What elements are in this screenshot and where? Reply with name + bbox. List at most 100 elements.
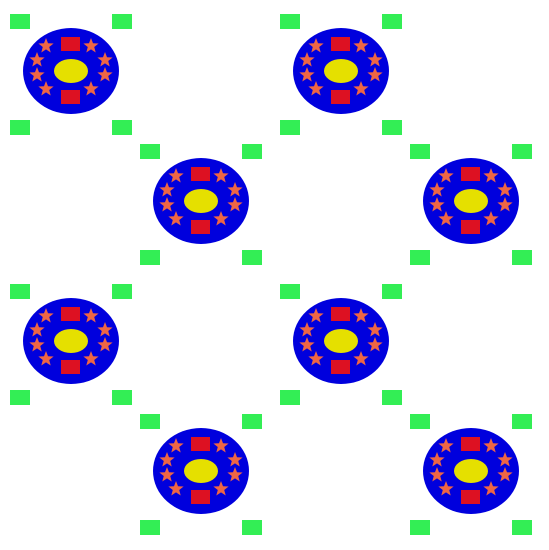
yellow-oval (324, 329, 358, 353)
motif (410, 144, 532, 265)
star-icon (367, 67, 383, 82)
red-square-top (191, 167, 210, 181)
corner-tile (140, 520, 160, 535)
star-icon (367, 337, 383, 352)
corner-tile (242, 520, 262, 535)
yellow-oval (184, 189, 218, 213)
motif (140, 414, 262, 535)
star-icon (227, 452, 243, 467)
red-square-bottom (61, 360, 80, 374)
corner-tile (112, 390, 132, 405)
star-icon (97, 322, 113, 337)
star-icon (168, 211, 184, 226)
star-icon (353, 38, 369, 53)
yellow-oval (324, 59, 358, 83)
corner-tile (112, 120, 132, 135)
star-icon (299, 67, 315, 82)
star-icon (168, 168, 184, 183)
corner-tile (10, 120, 30, 135)
corner-tile (242, 250, 262, 265)
star-icon (483, 168, 499, 183)
star-icon (438, 211, 454, 226)
corner-tile (410, 144, 430, 159)
red-square-top (61, 307, 80, 321)
red-square-bottom (331, 90, 350, 104)
star-icon (429, 467, 445, 482)
star-icon (159, 467, 175, 482)
star-icon (308, 351, 324, 366)
star-icon (29, 322, 45, 337)
star-icon (308, 81, 324, 96)
star-icon (29, 337, 45, 352)
red-square-top (331, 37, 350, 51)
yellow-oval (454, 189, 488, 213)
red-square-bottom (191, 490, 210, 504)
star-icon (308, 38, 324, 53)
yellow-oval (454, 459, 488, 483)
star-icon (353, 351, 369, 366)
star-icon (299, 52, 315, 67)
star-icon (159, 452, 175, 467)
star-icon (429, 197, 445, 212)
star-icon (308, 308, 324, 323)
star-icon (38, 351, 54, 366)
star-icon (497, 182, 513, 197)
red-square-bottom (61, 90, 80, 104)
star-icon (97, 67, 113, 82)
red-square-bottom (191, 220, 210, 234)
star-icon (83, 351, 99, 366)
star-icon (227, 197, 243, 212)
motif (10, 14, 132, 135)
star-icon (497, 197, 513, 212)
red-square-bottom (461, 490, 480, 504)
star-icon (438, 438, 454, 453)
motif (10, 284, 132, 405)
star-icon (299, 337, 315, 352)
star-icon (227, 467, 243, 482)
corner-tile (140, 144, 160, 159)
star-icon (483, 438, 499, 453)
corner-tile (10, 284, 30, 299)
star-icon (38, 308, 54, 323)
star-icon (38, 81, 54, 96)
red-square-top (461, 167, 480, 181)
star-icon (367, 52, 383, 67)
star-icon (213, 481, 229, 496)
yellow-oval (54, 329, 88, 353)
star-icon (299, 322, 315, 337)
motif (280, 284, 402, 405)
star-icon (438, 168, 454, 183)
star-icon (29, 67, 45, 82)
corner-tile (280, 120, 300, 135)
star-icon (38, 38, 54, 53)
corner-tile (112, 284, 132, 299)
star-icon (213, 438, 229, 453)
corner-tile (242, 414, 262, 429)
star-icon (227, 182, 243, 197)
star-icon (497, 452, 513, 467)
star-icon (83, 38, 99, 53)
corner-tile (382, 284, 402, 299)
star-icon (29, 52, 45, 67)
corner-tile (410, 414, 430, 429)
corner-tile (382, 120, 402, 135)
star-icon (213, 168, 229, 183)
red-square-top (61, 37, 80, 51)
star-icon (83, 308, 99, 323)
star-icon (83, 81, 99, 96)
star-icon (497, 467, 513, 482)
corner-tile (140, 414, 160, 429)
star-icon (168, 481, 184, 496)
star-icon (353, 308, 369, 323)
star-icon (97, 52, 113, 67)
red-square-top (191, 437, 210, 451)
star-icon (429, 182, 445, 197)
corner-tile (10, 14, 30, 29)
corner-tile (140, 250, 160, 265)
corner-tile (280, 390, 300, 405)
corner-tile (382, 14, 402, 29)
star-icon (367, 322, 383, 337)
star-icon (159, 182, 175, 197)
star-icon (97, 337, 113, 352)
corner-tile (242, 144, 262, 159)
